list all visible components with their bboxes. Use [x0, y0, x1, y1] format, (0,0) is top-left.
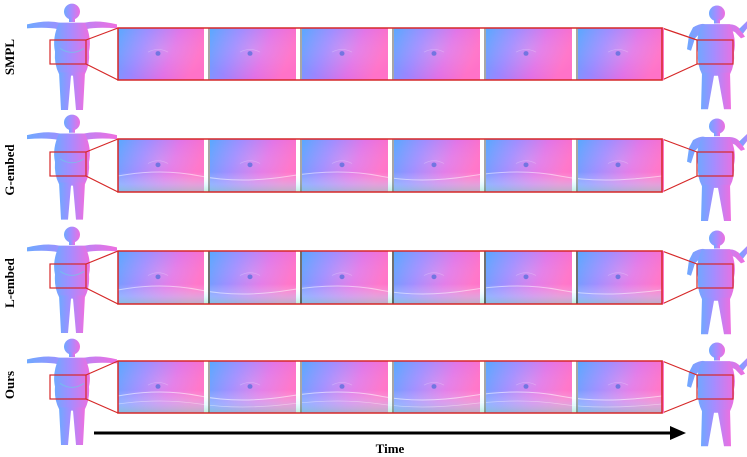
zoom-box-right: [696, 39, 734, 65]
body-start-l-embed: [26, 226, 118, 334]
row-ours: Ours: [2, 338, 747, 447]
body-start-smpl: [26, 2, 118, 111]
body-end-l-embed: [687, 230, 747, 335]
row-label-ours: Ours: [2, 371, 17, 399]
body-end-ours: [687, 342, 747, 447]
row-smpl: SMPL: [2, 2, 747, 111]
row-label-g-embed: G-embed: [2, 144, 17, 196]
zoom-box-left: [49, 39, 87, 65]
body-start-ours: [26, 338, 118, 446]
row-g-embed: G-embed: [2, 113, 747, 221]
frame-strip: [117, 27, 665, 81]
arrow-head-icon: [670, 426, 686, 440]
body-start-g-embed: [26, 113, 118, 221]
body-end-smpl: [687, 5, 747, 110]
row-label-smpl: SMPL: [2, 39, 17, 75]
time-label: Time: [376, 441, 405, 456]
row-label-l-embed: L-embed: [2, 257, 17, 308]
row-l-embed: L-embed: [2, 226, 747, 335]
frame-strip: [117, 250, 665, 305]
time-arrow: [94, 426, 686, 440]
frame-strip: [117, 138, 665, 193]
body-end-g-embed: [687, 118, 747, 221]
frame-strip: [117, 360, 665, 414]
